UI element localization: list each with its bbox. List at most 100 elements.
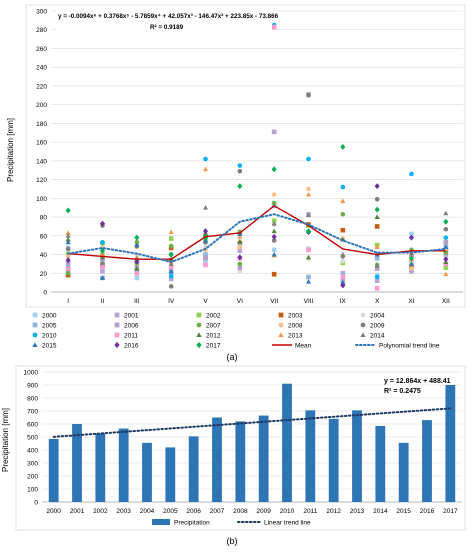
legend-marker-precipitation (152, 519, 170, 525)
point-2011 (271, 24, 277, 30)
panel-a-y-tick-label: 140 (36, 158, 47, 165)
point-2003 (374, 224, 380, 229)
point-2016 (99, 220, 106, 227)
bar-2001 (72, 424, 82, 502)
point-2012 (134, 265, 140, 271)
point-2012 (374, 214, 380, 220)
legend-label-mean: Mean (295, 343, 312, 350)
point-2008 (237, 244, 243, 250)
panel-a-y-tick-label: 200 (36, 102, 47, 109)
panel-b-y-tick-label: 400 (27, 448, 38, 455)
point-2002 (443, 265, 449, 270)
panel-a-y-tick-label: 60 (40, 233, 48, 240)
point-2017 (340, 143, 346, 150)
point-2011 (306, 247, 311, 253)
panel-a-points (65, 22, 449, 291)
point-2016 (134, 259, 140, 266)
point-2007 (271, 200, 277, 206)
panel-b-y-tick-label: 0 (34, 500, 38, 507)
panel-b-y-axis-label: Precipitation [mm] (1, 408, 10, 472)
legend-marker-2017 (196, 341, 202, 349)
point-2008 (306, 186, 311, 192)
linear-trend-line (52, 407, 452, 438)
point-2000 (134, 275, 140, 281)
point-2011 (65, 266, 71, 271)
point-2013 (168, 229, 174, 235)
point-2014 (202, 205, 209, 210)
legend-label-2009: 2009 (370, 323, 385, 330)
panel-a-y-tick-label: 240 (36, 65, 47, 72)
legend-label-precipitation: Precipitation (174, 520, 210, 527)
point-2007 (168, 243, 174, 249)
point-2016 (271, 233, 277, 240)
point-2013 (443, 271, 449, 277)
legend-label-2014: 2014 (370, 333, 385, 340)
panel-b-y-tick-label: 300 (27, 461, 38, 468)
point-2000 (271, 247, 277, 253)
panel-b-y-tick-label: 200 (27, 474, 38, 481)
legend-label-2002: 2002 (206, 313, 221, 320)
panel-a-y-tick-label: 220 (36, 83, 47, 90)
panel-a-legend: 2000 2001 2002 2003 2004 2005 2006 2007 2008 2009… (32, 312, 440, 350)
point-2014 (168, 261, 174, 266)
bar-2014 (375, 425, 386, 502)
legend-label-2005: 2005 (42, 323, 57, 330)
bar-2011 (305, 410, 316, 502)
point-2016 (374, 183, 380, 190)
point-2015 (340, 279, 346, 285)
point-2009 (443, 226, 449, 232)
panel-b-x-tick-label: 2012 (326, 508, 341, 515)
point-2015 (443, 244, 449, 249)
panel-a-x-tick-label: X (375, 298, 380, 305)
legend-marker-2005 (32, 322, 38, 328)
bar-2016 (422, 420, 432, 502)
point-2016 (202, 228, 209, 235)
point-2011 (203, 262, 208, 268)
point-2015 (168, 268, 174, 274)
panel-a-y-ticks: 0 20 40 60 80 100 120 140 160 180 200 220 240 260 280 3… (36, 9, 47, 297)
point-2001 (168, 276, 174, 282)
point-2017 (99, 247, 106, 254)
point-2000 (203, 258, 208, 264)
point-2009 (168, 284, 174, 289)
bar-2013 (352, 410, 362, 502)
panel-a-x-tick-label: II (101, 298, 105, 305)
legend-label-2003: 2003 (288, 313, 303, 320)
point-2014 (305, 212, 312, 218)
panel-b-x-tick-label: 2016 (420, 508, 435, 515)
legend-marker-2003 (278, 312, 284, 318)
legend-label-2010: 2010 (42, 333, 57, 340)
point-2012 (65, 236, 71, 242)
point-2008 (65, 254, 71, 259)
panel-b-x-tick-label: 2003 (116, 508, 131, 515)
panel-b-x-tick-label: 2011 (303, 508, 317, 515)
panel-a-x-tick-label: IV (168, 298, 175, 305)
panel-a-x-tick-label: VI (237, 298, 243, 305)
point-2010 (203, 156, 208, 162)
panel-a-x-tick-label: VII (270, 298, 278, 305)
panel-a-y-tick-label: 120 (36, 177, 47, 184)
point-2013 (305, 191, 312, 197)
point-2001 (374, 278, 380, 284)
panel-a-x-tick-label: XII (442, 298, 450, 305)
legend-label-2006: 2006 (124, 323, 139, 330)
point-2013 (202, 166, 209, 172)
panel-b-y-tick-label: 500 (27, 435, 38, 442)
point-2017 (237, 183, 243, 190)
panel-b-x-tick-label: 2017 (443, 508, 458, 515)
panel-a-x-tick-label: IX (340, 298, 347, 305)
point-2009 (237, 168, 243, 174)
legend-label-linear-trend: Linear trend line (264, 520, 311, 527)
bar-2015 (398, 442, 409, 502)
panel-b-trend (52, 407, 452, 438)
point-2001 (100, 269, 105, 274)
point-2015 (65, 239, 71, 245)
legend-marker-2012 (196, 332, 202, 338)
point-2006 (203, 255, 208, 261)
panel-b-y-tick-label: 100 (27, 487, 38, 494)
legend-marker-2014 (360, 332, 366, 338)
legend-marker-2013 (278, 332, 284, 338)
point-2015 (305, 279, 312, 284)
panel-a-y-tick-label: 160 (36, 140, 47, 147)
